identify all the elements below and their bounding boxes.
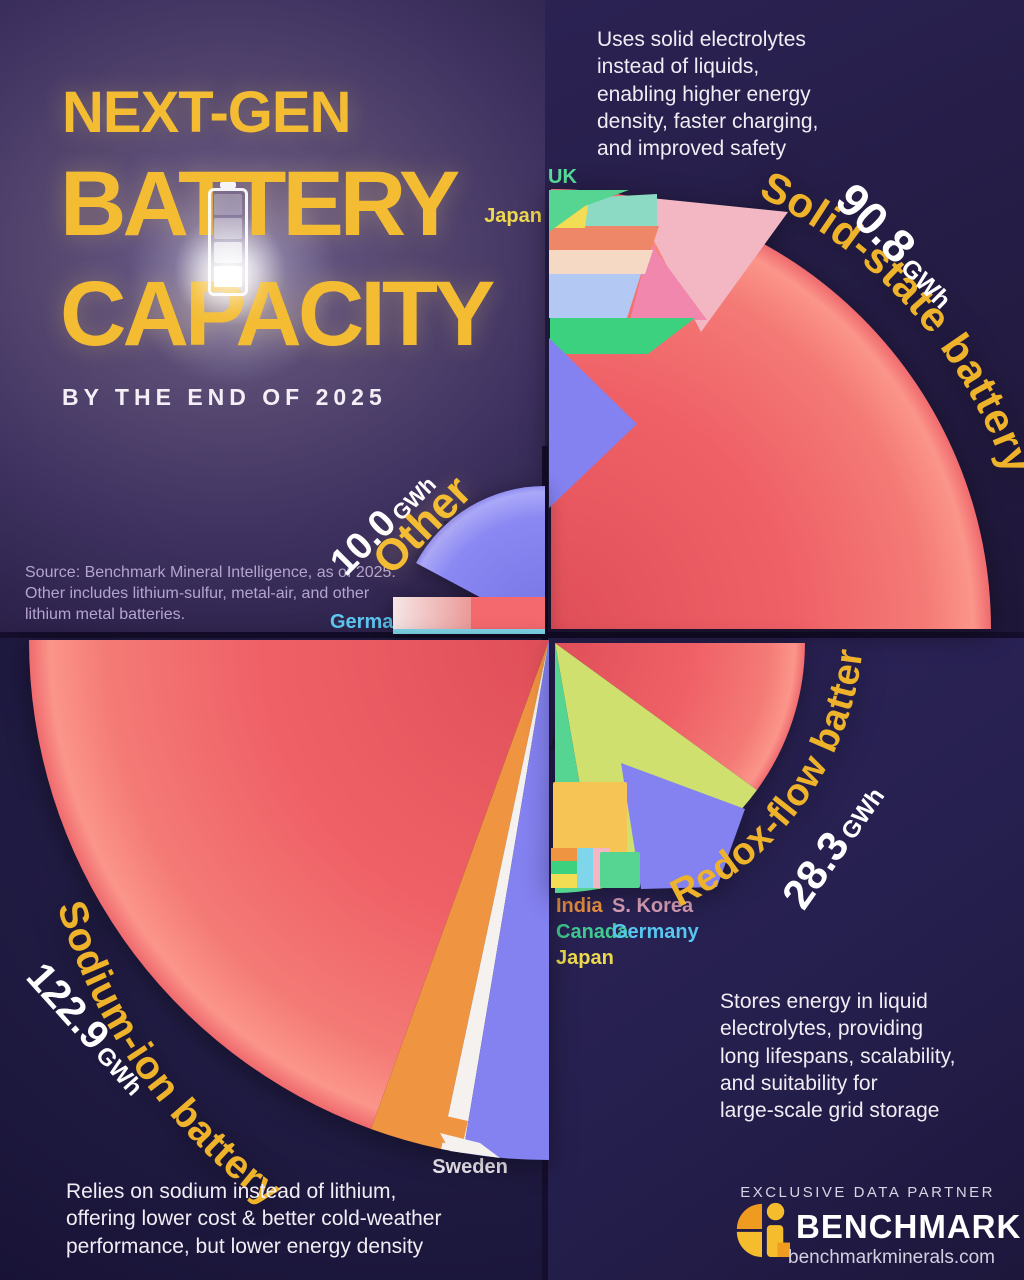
wedge-canada	[550, 318, 695, 354]
wedge-switzerland	[549, 250, 653, 274]
label-solid-japan: Japan	[484, 205, 542, 227]
redox-chart: Redox-flow battery	[549, 637, 871, 915]
redox-description: Stores energy in liquid electrolytes, pr…	[720, 990, 956, 1123]
legend-redox-germany: Germany	[612, 921, 699, 943]
sodium-description: Relies on sodium instead of lithium, off…	[66, 1180, 442, 1258]
strip-redox-canada	[551, 861, 577, 874]
wedge-taiwan	[549, 274, 641, 318]
wedge-other-china	[471, 597, 545, 629]
battery-cell-3	[214, 242, 242, 263]
wedge-japan-spain	[583, 194, 657, 226]
legend-redox-canada: Canada	[556, 921, 629, 943]
label-sodium-sweden: Sweden	[432, 1156, 508, 1178]
main-title-line2: BATTERY	[60, 153, 460, 255]
wedge-us	[549, 338, 637, 508]
legend-redox-india: India	[556, 895, 603, 917]
wedge-redox-us	[621, 763, 745, 889]
partner-label: EXCLUSIVE DATA PARTNER	[740, 1184, 995, 1201]
battery-terminal	[220, 182, 236, 188]
wedge-sodium-china	[28, 640, 549, 1129]
main-title-line1: NEXT-GEN	[62, 80, 351, 145]
sodium-chart: Sodium-ion battery	[28, 640, 549, 1214]
benchmark-logo-icon	[736, 1202, 791, 1258]
battery-icon	[208, 182, 248, 296]
solid-state-description: Uses solid electrolytes instead of liqui…	[597, 28, 819, 161]
battery-cell-1	[214, 194, 242, 215]
battery-cell-4	[214, 266, 242, 287]
wedge-redox-china	[555, 643, 805, 790]
seam-horizontal	[0, 632, 1024, 638]
wedge-sodium-sweden	[441, 640, 549, 1153]
wedge-s-korea	[631, 196, 788, 332]
ribbon-redox-saudi	[553, 782, 627, 856]
label-solid-uk: UK	[548, 166, 577, 188]
logo-shape-yellow-quarter	[736, 1231, 762, 1258]
wedge-uk	[549, 190, 629, 232]
logo-shape-orange-foot	[777, 1242, 791, 1258]
main-title-line3: CAPACITY	[60, 263, 495, 365]
legend-redox-skorea: S. Korea	[612, 895, 694, 917]
wedge-sodium-india	[371, 640, 549, 1149]
ribbon-sodium-sweden	[440, 1133, 500, 1158]
wedge-netherlands	[549, 226, 659, 250]
partner-name: BENCHMARK	[796, 1208, 1022, 1245]
wedge-sodium-us	[463, 640, 549, 1161]
ribbon-redox-uk	[600, 852, 640, 888]
legend-redox-japan: Japan	[556, 947, 614, 969]
subtitle: BY THE END OF 2025	[62, 384, 387, 410]
partner-url: benchmarkminerals.com	[788, 1247, 995, 1268]
wedge-france	[630, 243, 707, 320]
wedge-other-us	[416, 485, 545, 632]
strip-redox-india	[551, 848, 577, 861]
battery-cell-2	[214, 218, 242, 239]
strip-redox-japan	[551, 874, 577, 888]
logo-shape-dot	[766, 1202, 785, 1221]
other-chart	[393, 485, 545, 634]
strip-redox-germany	[577, 848, 593, 888]
wedge-other-germany	[393, 629, 545, 634]
logo-shape-orange-quarter	[736, 1203, 762, 1229]
source-note: Source: Benchmark Mineral Intelligence, …	[25, 564, 396, 624]
wedge-other-skorea	[393, 597, 471, 629]
solid-state-chart: Solid-state battery	[549, 162, 1024, 629]
